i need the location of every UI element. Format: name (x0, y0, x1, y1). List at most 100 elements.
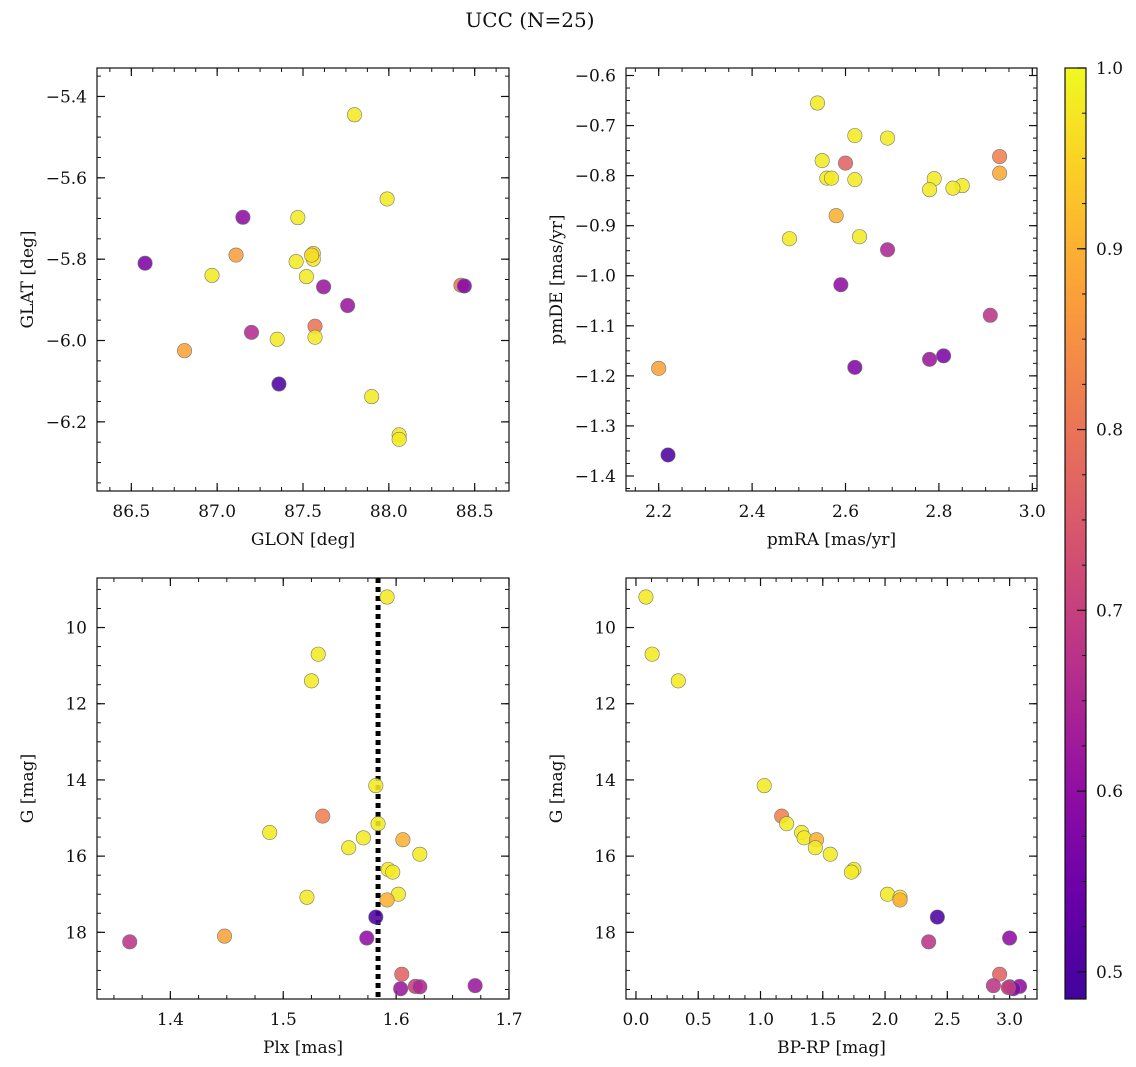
x-tick-label: 1.7 (495, 1010, 522, 1030)
data-point (122, 934, 138, 950)
data-point (807, 840, 823, 856)
data-point (217, 928, 233, 944)
data-point (843, 864, 859, 880)
x-tick-label: 0.5 (685, 1010, 712, 1030)
data-point (304, 247, 320, 263)
x-tick-label: 1.5 (809, 1010, 836, 1030)
data-point (341, 840, 357, 856)
y-tick-label: 16 (594, 847, 616, 867)
x-tick-label: 1.6 (383, 1010, 410, 1030)
y-tick-label: −5.8 (46, 250, 87, 270)
data-point (892, 892, 908, 908)
data-point (992, 149, 1008, 165)
data-point (368, 778, 384, 794)
y-tick-label: −5.6 (46, 169, 87, 189)
data-point (847, 128, 863, 144)
y-tick-label: −0.9 (575, 217, 616, 237)
data-point (660, 447, 676, 463)
y-tick-label: −5.4 (46, 87, 87, 107)
y-tick-label: −1.4 (575, 467, 616, 487)
y-axis-label: G [mag] (18, 754, 38, 823)
data-point (394, 966, 410, 982)
data-point (244, 324, 260, 340)
data-point (921, 934, 937, 950)
y-tick-label: 10 (65, 619, 87, 639)
x-tick-label: 2.6 (832, 502, 859, 522)
data-point (922, 182, 938, 198)
y-tick-label: 12 (594, 695, 616, 715)
y-tick-label: 12 (65, 695, 87, 715)
data-point (307, 329, 323, 345)
y-axis-label: pmDE [mas/yr] (547, 214, 567, 344)
colorbar-tick-label: 1.0 (1096, 59, 1123, 79)
data-point (359, 930, 375, 946)
data-point (670, 673, 686, 689)
colorbar-tick-label: 0.5 (1096, 963, 1123, 983)
data-point (385, 864, 401, 880)
x-tick-label: 2.2 (645, 502, 672, 522)
data-point (393, 981, 409, 997)
data-point (364, 389, 380, 405)
data-point (992, 966, 1008, 982)
data-point (290, 210, 306, 226)
data-point (303, 673, 319, 689)
data-point (467, 978, 483, 994)
data-point (368, 909, 384, 925)
data-point (880, 242, 896, 258)
data-point (340, 298, 356, 314)
data-point (1002, 930, 1018, 946)
data-point (638, 589, 654, 605)
x-axis-label: Plx [mas] (263, 1038, 343, 1058)
data-point (982, 307, 998, 323)
x-tick-label: 88.5 (456, 502, 494, 522)
data-point (756, 778, 772, 794)
data-point (370, 816, 386, 832)
y-tick-label: −6.0 (46, 332, 87, 352)
data-point (880, 130, 896, 146)
x-tick-label: 86.5 (112, 502, 150, 522)
x-tick-label: 88.0 (370, 502, 408, 522)
y-tick-label: 16 (65, 847, 87, 867)
data-point (852, 229, 868, 245)
data-point (379, 191, 395, 207)
data-point (379, 589, 395, 605)
data-point (936, 348, 952, 364)
x-axis-label: GLON [deg] (251, 530, 355, 550)
data-point (1000, 980, 1016, 996)
data-point (235, 209, 251, 225)
colorbar (1064, 67, 1087, 1000)
x-tick-label: 2.5 (934, 1010, 961, 1030)
data-point (412, 846, 428, 862)
x-tick-label: 2.4 (739, 502, 766, 522)
y-tick-label: 18 (594, 923, 616, 943)
y-tick-label: −1.1 (575, 317, 616, 337)
data-point (796, 830, 812, 846)
axes-frame (625, 577, 1038, 1000)
data-point (395, 832, 411, 848)
y-tick-label: −1.0 (575, 267, 616, 287)
data-point (922, 351, 938, 367)
data-point (137, 255, 153, 271)
data-point (288, 254, 304, 270)
y-tick-label: −1.2 (575, 367, 616, 387)
x-tick-label: 0.0 (622, 1010, 649, 1030)
data-point (823, 170, 839, 186)
y-tick-label: 14 (594, 771, 616, 791)
data-point (355, 830, 371, 846)
data-point (412, 979, 428, 995)
data-point (346, 107, 362, 123)
x-axis-label: BP-RP [mag] (777, 1038, 886, 1058)
data-point (992, 165, 1008, 181)
y-tick-label: −0.8 (575, 167, 616, 187)
y-tick-label: −1.3 (575, 417, 616, 437)
colorbar-tick-label: 0.7 (1096, 601, 1123, 621)
figure-title: UCC (N=25) (465, 8, 595, 32)
data-point (456, 278, 472, 294)
data-point (809, 95, 825, 111)
x-tick-label: 87.0 (198, 502, 236, 522)
y-tick-label: 18 (65, 923, 87, 943)
data-point (651, 360, 667, 376)
data-point (847, 172, 863, 188)
data-point (315, 808, 331, 824)
